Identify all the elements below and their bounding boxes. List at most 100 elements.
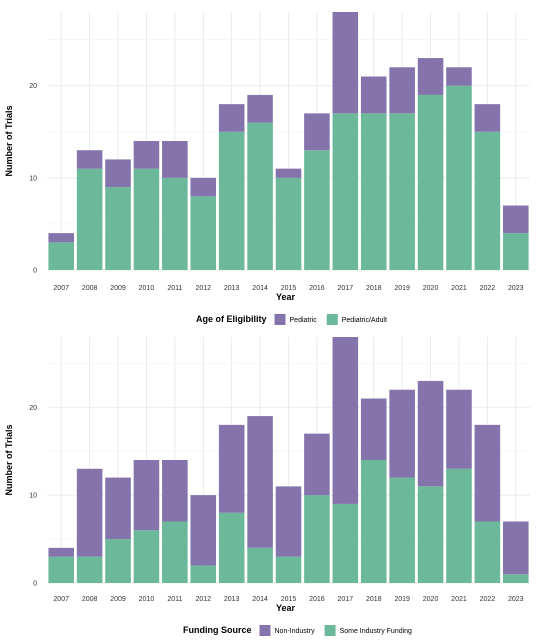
legend: Funding Source Non-Industry Some Industry … — [183, 625, 412, 636]
legend-key — [326, 314, 338, 325]
x-tick-label: 2018 — [366, 596, 382, 603]
bar-pediatric-2017 — [332, 12, 359, 114]
bar-pediatric-2007 — [48, 233, 74, 243]
bar-pediatric-2023 — [503, 205, 529, 234]
legend-key — [274, 314, 286, 325]
bar-pediatric-adult-2020 — [417, 94, 444, 270]
bar-pediatric-adult-2022 — [474, 131, 501, 270]
bar-pediatric-adult-2015 — [275, 177, 302, 270]
bar-non-industry-2013 — [218, 424, 245, 513]
bar-non-industry-2020 — [417, 380, 444, 487]
x-tick-label: 2016 — [309, 285, 325, 292]
bar-pediatric-adult-2018 — [360, 113, 387, 270]
bar-pediatric-2022 — [474, 104, 501, 132]
bar-non-industry-2023 — [503, 521, 529, 575]
legend-key — [259, 625, 271, 636]
bar-pediatric-2014 — [247, 94, 273, 123]
x-tick-label: 2007 — [53, 596, 69, 603]
bar-pediatric-2021 — [446, 67, 472, 86]
x-axis-title: Year — [276, 292, 296, 302]
bar-pediatric-adult-2008 — [76, 168, 103, 270]
x-tick-label: 2007 — [53, 285, 69, 292]
y-tick-label: 0 — [33, 268, 37, 275]
bar-some-industry-funding-2009 — [105, 539, 131, 583]
bar-pediatric-2009 — [105, 159, 131, 188]
bar-some-industry-funding-2018 — [360, 460, 387, 583]
bar-pediatric-2011 — [162, 141, 188, 178]
bar-non-industry-2009 — [105, 477, 131, 540]
bar-some-industry-funding-2019 — [389, 477, 415, 583]
bar-some-industry-funding-2021 — [446, 468, 472, 583]
x-tick-label: 2014 — [252, 596, 268, 603]
bar-pediatric-adult-2017 — [332, 113, 359, 270]
bar-pediatric-2012 — [190, 177, 217, 197]
bar-non-industry-2016 — [304, 433, 330, 496]
bar-pediatric-adult-2011 — [162, 177, 188, 270]
legend-label: Pediatric/Adult — [342, 317, 387, 324]
x-tick-label: 2023 — [508, 285, 524, 292]
x-tick-label: 2011 — [167, 596, 182, 603]
bar-some-industry-funding-2010 — [133, 530, 160, 583]
x-tick-label: 2021 — [451, 285, 467, 292]
x-tick-label: 2011 — [167, 285, 182, 292]
bar-non-industry-2008 — [76, 468, 103, 557]
bar-pediatric-2013 — [218, 104, 245, 132]
y-axis-title: Number of Trials — [4, 424, 14, 495]
bar-some-industry-funding-2022 — [474, 521, 501, 583]
bar-pediatric-adult-2010 — [133, 168, 160, 270]
legend: Age of Eligibility Pediatric Pediatric/Adu… — [196, 314, 387, 325]
x-tick-label: 2021 — [451, 596, 467, 603]
bar-some-industry-funding-2007 — [48, 556, 74, 583]
bar-pediatric-2008 — [76, 150, 103, 169]
bar-non-industry-2017 — [332, 337, 359, 504]
x-tick-label: 2012 — [195, 285, 211, 292]
y-tick-label: 10 — [29, 493, 37, 500]
x-axis-title: Year — [276, 603, 296, 613]
bar-non-industry-2015 — [275, 486, 302, 557]
x-tick-label: 2019 — [394, 596, 410, 603]
bar-pediatric-adult-2009 — [105, 187, 131, 270]
x-tick-label: 2015 — [281, 285, 297, 292]
x-tick-label: 2009 — [110, 596, 126, 603]
bar-non-industry-2022 — [474, 424, 501, 522]
x-tick-label: 2012 — [195, 596, 211, 603]
x-tick-label: 2013 — [224, 285, 240, 292]
bar-pediatric-adult-2012 — [190, 196, 217, 270]
bar-pediatric-2010 — [133, 141, 160, 169]
bar-pediatric-2018 — [360, 76, 387, 114]
bar-non-industry-2019 — [389, 389, 415, 478]
x-tick-label: 2010 — [139, 285, 155, 292]
bar-non-industry-2012 — [190, 495, 217, 566]
legend-label: Non-Industry — [275, 628, 316, 635]
bar-pediatric-adult-2016 — [304, 150, 330, 270]
bar-pediatric-2015 — [275, 168, 302, 178]
x-tick-label: 2022 — [480, 596, 496, 603]
chart-panel-2: 0 10 20 2007 2008 2009 2010 2011 2012 2013 2014 201… — [4, 337, 530, 636]
bar-some-industry-funding-2015 — [275, 556, 302, 583]
bar-some-industry-funding-2008 — [76, 556, 103, 583]
x-tick-label: 2014 — [252, 285, 268, 292]
bar-some-industry-funding-2023 — [503, 574, 529, 583]
x-tick-label: 2008 — [82, 285, 98, 292]
bar-some-industry-funding-2011 — [162, 521, 188, 583]
bar-some-industry-funding-2014 — [247, 547, 273, 583]
bar-non-industry-2014 — [247, 416, 273, 548]
x-tick-label: 2015 — [281, 596, 297, 603]
legend-label: Some Industry Funding — [340, 628, 412, 635]
legend-key — [324, 625, 336, 636]
x-tick-label: 2023 — [508, 596, 524, 603]
x-tick-label: 2016 — [309, 596, 325, 603]
bar-pediatric-adult-2019 — [389, 113, 415, 270]
x-tick-label: 2019 — [394, 285, 410, 292]
bar-some-industry-funding-2020 — [417, 486, 444, 583]
y-tick-label: 20 — [29, 83, 37, 90]
bar-some-industry-funding-2016 — [304, 495, 330, 583]
bar-pediatric-2020 — [417, 58, 444, 95]
bar-pediatric-adult-2013 — [218, 131, 245, 270]
y-tick-label: 10 — [29, 175, 37, 182]
x-tick-label: 2010 — [139, 596, 155, 603]
y-tick-label: 20 — [29, 405, 37, 412]
legend-title: Age of Eligibility — [196, 314, 267, 324]
bar-pediatric-adult-2007 — [48, 242, 74, 270]
